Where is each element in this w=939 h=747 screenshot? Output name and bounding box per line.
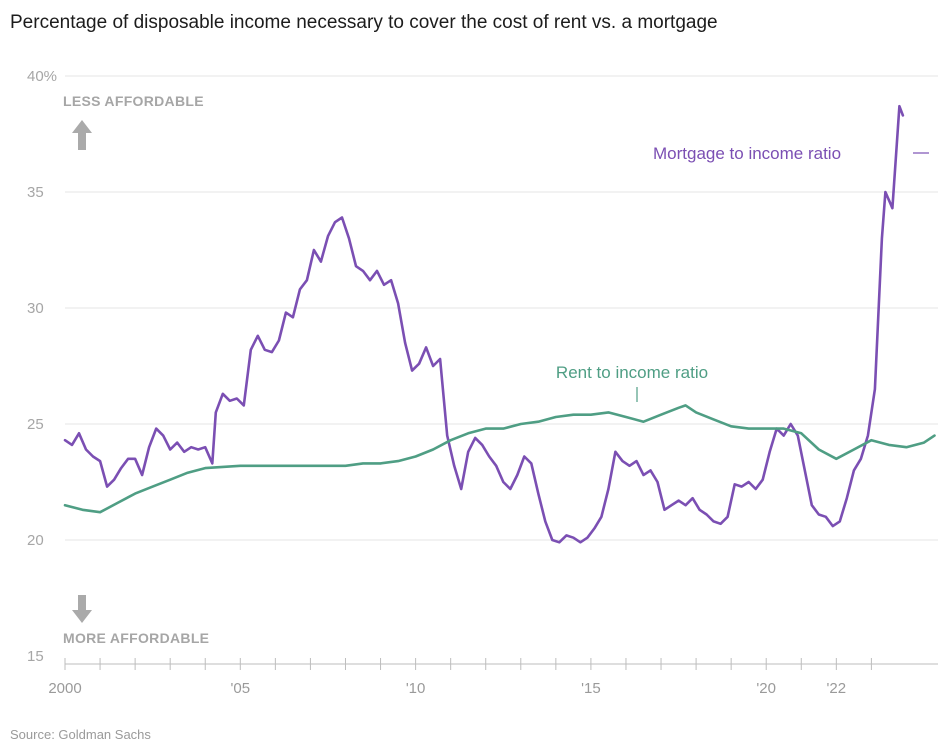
affordability-arrows: LESS AFFORDABLE MORE AFFORDABLE xyxy=(63,93,209,646)
y-tick-label-20: 20 xyxy=(27,532,44,549)
series-labels: Mortgage to income ratio Rent to income r… xyxy=(556,144,929,402)
y-tick-label-35: 35 xyxy=(27,184,44,201)
arrow-down-icon xyxy=(72,595,92,623)
x-tick-label-2022: '22 xyxy=(827,680,847,697)
series-lines xyxy=(63,104,936,544)
rent-series-label: Rent to income ratio xyxy=(556,363,708,382)
mortgage-series-label: Mortgage to income ratio xyxy=(653,144,841,163)
source-note: Source: Goldman Sachs xyxy=(10,727,151,742)
y-tick-label-15: 15 xyxy=(27,648,44,665)
x-axis: 2000 '05 '10 '15 '20 '22 xyxy=(48,658,938,697)
grid-lines xyxy=(65,75,938,541)
x-tick-label-2005: '05 xyxy=(231,680,251,697)
x-tick-label-2015: '15 xyxy=(581,680,601,697)
less-affordable-label: LESS AFFORDABLE xyxy=(63,93,204,109)
more-affordable-label: MORE AFFORDABLE xyxy=(63,630,209,646)
y-tick-label-30: 30 xyxy=(27,300,44,317)
rent-to-income-line xyxy=(63,404,936,514)
y-tick-label-40: 40% xyxy=(27,68,57,85)
y-axis-ticks: 15 20 25 30 35 40% xyxy=(27,68,57,665)
x-tick-label-2010: '10 xyxy=(406,680,426,697)
arrow-up-icon xyxy=(72,120,92,150)
mortgage-to-income-line xyxy=(63,104,905,544)
x-tick-label-2000: 2000 xyxy=(48,680,81,697)
chart-title: Percentage of disposable income necessar… xyxy=(10,12,718,33)
x-tick-label-2020: '20 xyxy=(756,680,776,697)
y-tick-label-25: 25 xyxy=(27,416,44,433)
